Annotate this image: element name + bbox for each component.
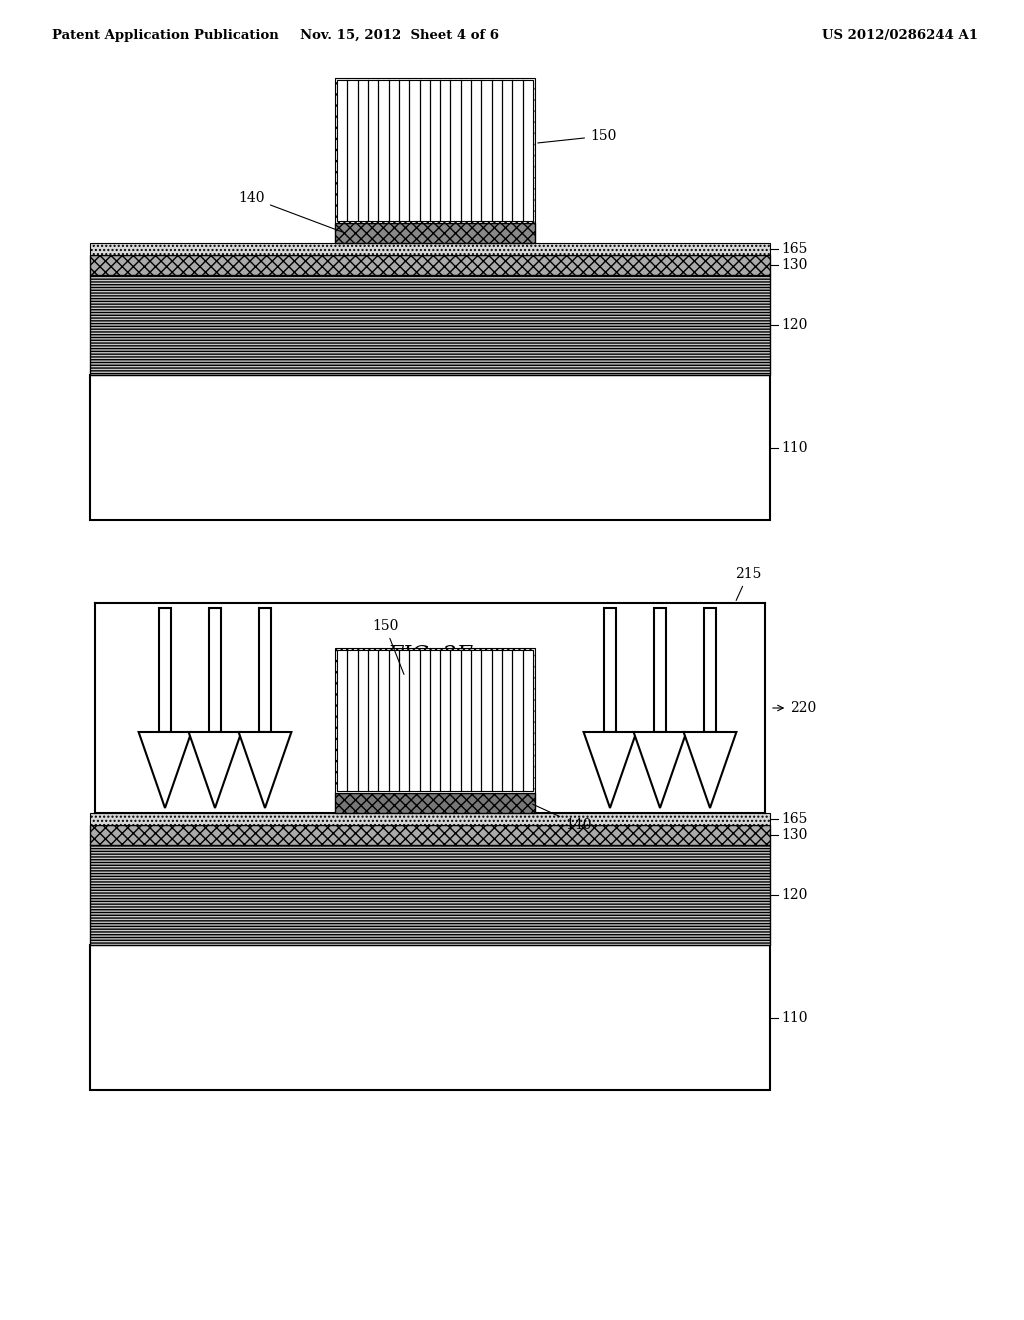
Text: 120: 120	[781, 318, 807, 333]
Bar	[259, 609, 271, 733]
Bar	[90, 825, 770, 845]
Polygon shape	[188, 733, 242, 808]
Text: 140: 140	[239, 191, 342, 232]
Bar	[335, 648, 535, 793]
Text: 215: 215	[735, 568, 762, 601]
Bar	[90, 375, 770, 520]
Text: 140: 140	[532, 804, 592, 832]
Text: 165: 165	[781, 812, 807, 826]
Bar	[337, 81, 534, 220]
Text: 150: 150	[538, 129, 616, 143]
Bar	[159, 609, 171, 733]
Bar	[335, 78, 535, 223]
Bar	[90, 813, 770, 825]
Polygon shape	[684, 733, 736, 808]
Bar	[654, 609, 666, 733]
Bar	[604, 609, 616, 733]
Text: Nov. 15, 2012  Sheet 4 of 6: Nov. 15, 2012 Sheet 4 of 6	[300, 29, 500, 41]
Bar	[705, 609, 716, 733]
Text: FIG. 2E: FIG. 2E	[387, 114, 473, 136]
Text: 110: 110	[781, 441, 808, 454]
Text: 165: 165	[781, 242, 807, 256]
Bar	[90, 845, 770, 945]
Bar	[337, 649, 534, 791]
Bar	[90, 255, 770, 275]
Bar	[90, 945, 770, 1090]
Text: Patent Application Publication: Patent Application Publication	[52, 29, 279, 41]
Bar	[209, 609, 221, 733]
Bar	[335, 223, 535, 243]
Text: FIG. 2F: FIG. 2F	[387, 644, 472, 667]
Text: 130: 130	[781, 828, 807, 842]
Polygon shape	[138, 733, 191, 808]
Text: 110: 110	[781, 1011, 808, 1024]
Bar	[90, 275, 770, 375]
Text: US 2012/0286244 A1: US 2012/0286244 A1	[822, 29, 978, 41]
Text: 130: 130	[781, 257, 807, 272]
Polygon shape	[239, 733, 292, 808]
Text: 150: 150	[372, 619, 404, 675]
Bar	[335, 793, 535, 813]
Bar	[90, 243, 770, 255]
Text: 220: 220	[773, 701, 816, 715]
Text: 120: 120	[781, 888, 807, 902]
Polygon shape	[634, 733, 686, 808]
Polygon shape	[584, 733, 636, 808]
